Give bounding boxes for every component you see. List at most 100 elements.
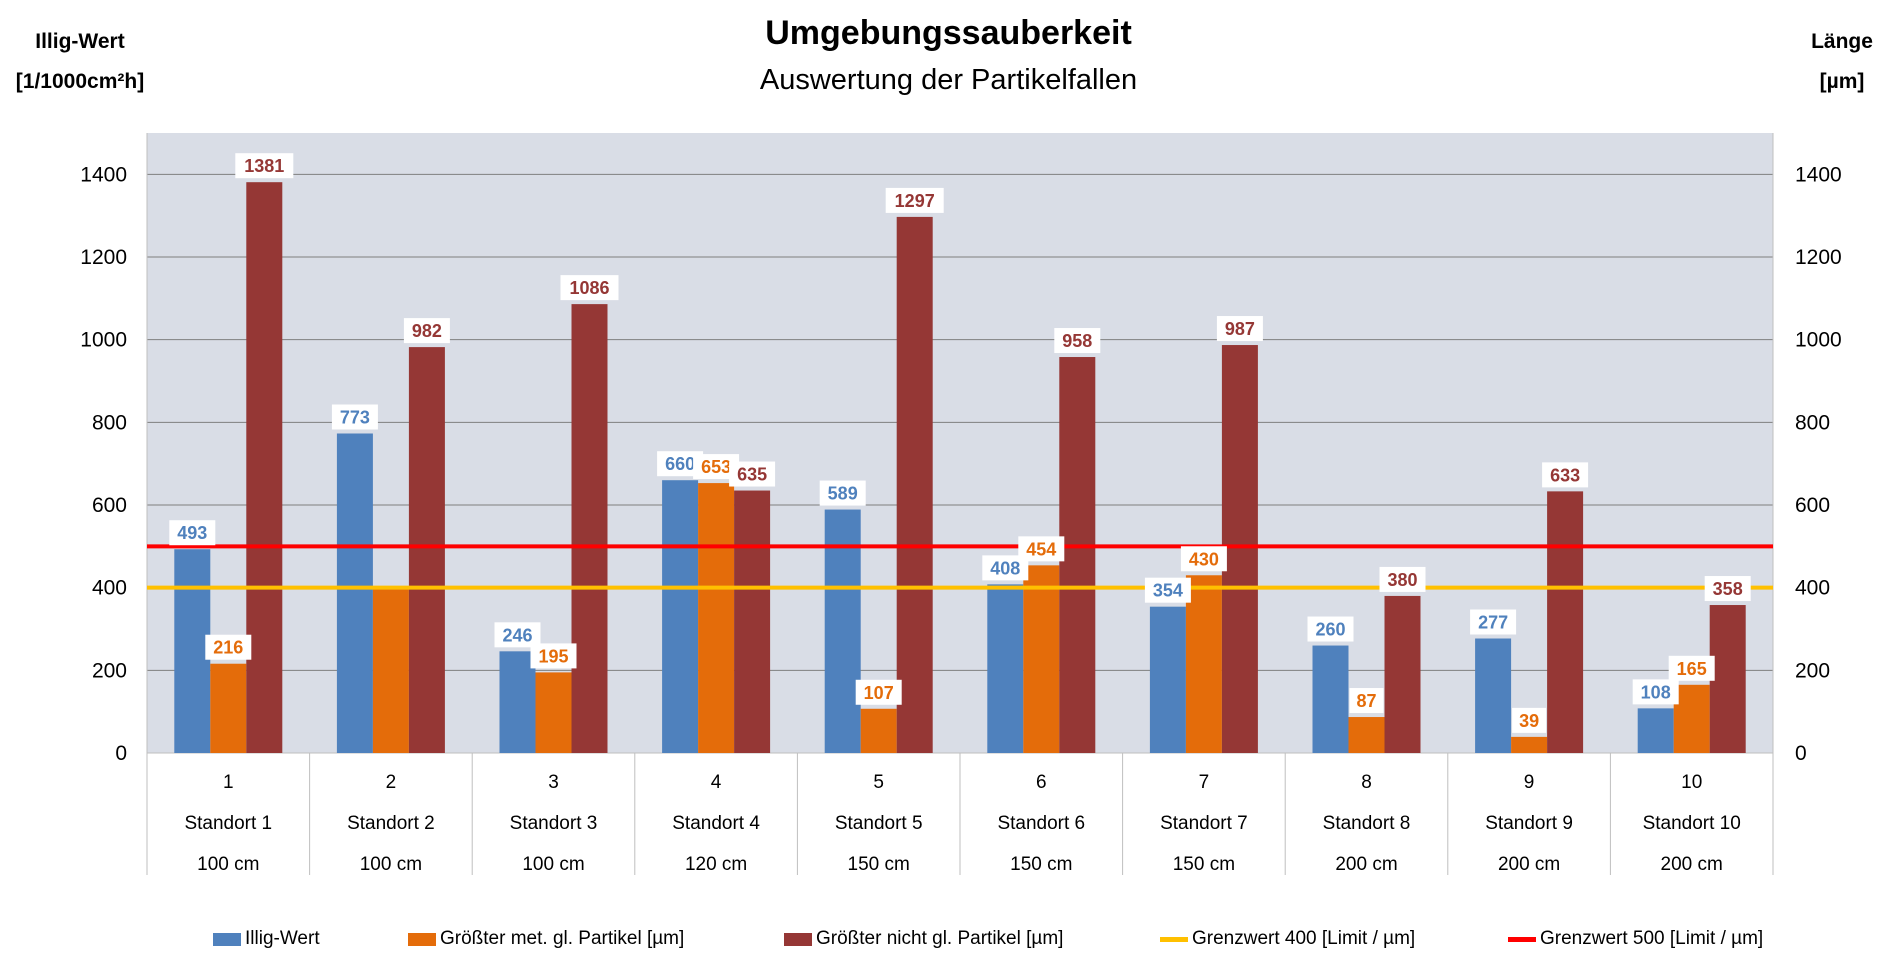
category-number: 1 [223,772,234,793]
data-label: 430 [1189,549,1219,569]
data-label-box [1180,546,1227,572]
data-label: 87 [1356,691,1376,711]
category-location: Standort 7 [1160,813,1248,834]
y2-tick-label: 1400 [1795,163,1842,186]
data-label-box [1512,707,1547,733]
bar [1348,717,1385,753]
data-label: 195 [538,646,568,666]
y-tick-label: 200 [92,659,127,682]
category-number: 7 [1199,772,1210,793]
right-axis-title: Länge [µm] [1787,22,1897,102]
y2-tick-label: 1000 [1795,329,1842,352]
bar [824,509,861,753]
y2-tick-label: 800 [1795,411,1830,434]
category-height: 100 cm [522,854,584,875]
data-label-box [560,275,619,301]
data-label-box [403,318,450,344]
data-label: 354 [1153,581,1183,601]
data-label-box [1542,462,1589,488]
data-label-box [1470,609,1517,635]
category-height: 150 cm [848,854,910,875]
bar [987,584,1024,753]
legend-label: Grenzwert 500 [Limit / µm] [1540,928,1764,949]
data-label: 358 [1713,579,1743,599]
category-location: Standort 9 [1485,813,1573,834]
y-tick-label: 600 [92,494,127,517]
category-height: 120 cm [685,854,747,875]
y-tick-label: 1400 [80,163,127,186]
legend-swatch [1160,936,1188,942]
chart-subtitle: Auswertung der Partikelfallen [759,64,1138,96]
bar [535,672,572,753]
data-label-box [855,679,902,705]
data-label: 165 [1677,659,1707,679]
data-label: 982 [412,321,442,341]
legend-item: Illig-Wert [213,928,320,950]
category-location: Standort 10 [1643,813,1741,834]
category-number: 5 [873,772,884,793]
category-number: 10 [1681,772,1702,793]
legend-label: Größter nicht gl. Partikel [µm] [816,928,1064,949]
bar [174,549,211,753]
category-height: 100 cm [360,854,422,875]
data-label-box [885,187,944,213]
category-height: 200 cm [1661,854,1723,875]
bar [1511,736,1548,753]
left-axis-title-line1: Illig-Wert [35,30,125,53]
data-label-box [494,622,541,648]
data-label: 773 [340,407,370,427]
category-number: 4 [711,772,722,793]
data-label: 1381 [244,156,284,176]
data-label: 39 [1519,711,1539,731]
y2-tick-label: 1200 [1795,246,1842,269]
data-label: 380 [1387,570,1417,590]
category-height: 150 cm [1173,854,1235,875]
y2-tick-label: 600 [1795,494,1830,517]
data-label-box [331,404,378,430]
bar [336,433,373,753]
category-location: Standort 5 [835,813,923,834]
data-label: 987 [1225,319,1255,339]
y-tick-label: 1200 [80,246,127,269]
bar [1221,345,1258,753]
data-label: 108 [1641,682,1671,702]
legend-label: Grenzwert 400 [Limit / µm] [1192,928,1416,949]
category-number: 3 [548,772,559,793]
legend-swatch [1508,936,1536,942]
bar [1637,708,1674,753]
data-label-box [205,634,252,660]
legend-item: Grenzwert 400 [Limit / µm] [1160,928,1415,950]
data-label-box [1018,536,1065,562]
category-location: Standort 1 [184,813,272,834]
category-location: Standort 2 [347,813,435,834]
legend-item: Größter nicht gl. Partikel [µm] [784,928,1063,950]
data-label-box [1307,616,1354,642]
bar [1023,565,1060,753]
category-height: 200 cm [1498,854,1560,875]
bar [408,347,445,753]
data-label: 493 [177,523,207,543]
data-label-box [1349,688,1384,714]
y2-tick-label: 400 [1795,577,1830,600]
bar [1185,575,1222,753]
legend-swatch [408,932,436,946]
left-axis-title: Illig-Wert [1/1000cm²h] [0,22,160,102]
bar [372,586,409,753]
data-label: 107 [864,683,894,703]
category-number: 2 [386,772,397,793]
bar [860,708,897,753]
bar [210,663,247,753]
category-number: 9 [1524,772,1535,793]
y2-tick-label: 200 [1795,659,1830,682]
y2-tick-label: 0 [1795,742,1807,765]
data-label: 277 [1478,613,1508,633]
right-axis-title-line2: [µm] [1819,70,1865,93]
category-height: 200 cm [1335,854,1397,875]
bar [734,490,771,753]
bar [499,651,536,753]
right-axis-title-line1: Länge [1811,30,1873,53]
data-label: 246 [502,625,532,645]
bar [571,304,608,753]
bar [1384,595,1421,753]
